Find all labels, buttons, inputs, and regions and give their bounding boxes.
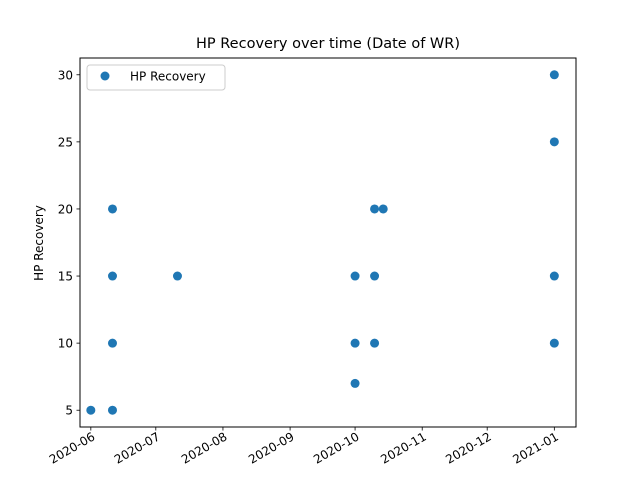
legend-box — [86, 64, 226, 91]
scatter-points — [86, 70, 559, 415]
y-axis-label: HP Recovery — [32, 205, 46, 281]
chart-title: HP Recovery over time (Date of WR) — [196, 36, 460, 52]
y-tick-label: 15 — [58, 270, 73, 284]
data-point — [172, 271, 182, 281]
data-point — [86, 405, 96, 415]
data-point — [107, 204, 117, 214]
y-tick-label: 20 — [58, 202, 73, 216]
data-point — [378, 204, 388, 214]
y-axis-ticks: 5 10 15 20 25 30 — [58, 68, 80, 418]
data-point — [350, 378, 360, 388]
data-point — [107, 338, 117, 348]
data-point — [370, 204, 380, 214]
legend-marker — [100, 71, 110, 81]
y-tick-label: 25 — [58, 135, 73, 149]
data-point — [549, 271, 559, 281]
legend: HP Recovery — [86, 64, 226, 91]
data-point — [549, 137, 559, 147]
data-point — [107, 405, 117, 415]
legend-entry-label: HP Recovery — [130, 70, 206, 84]
y-tick-label: 5 — [65, 404, 73, 418]
data-point — [549, 70, 559, 80]
y-tick-label: 30 — [58, 68, 73, 82]
data-point — [549, 338, 559, 348]
data-point — [350, 338, 360, 348]
plot-area-frame — [79, 57, 577, 428]
data-point — [107, 271, 117, 281]
data-point — [370, 338, 380, 348]
y-tick-label: 10 — [58, 337, 73, 351]
data-point — [370, 271, 380, 281]
data-point — [350, 271, 360, 281]
